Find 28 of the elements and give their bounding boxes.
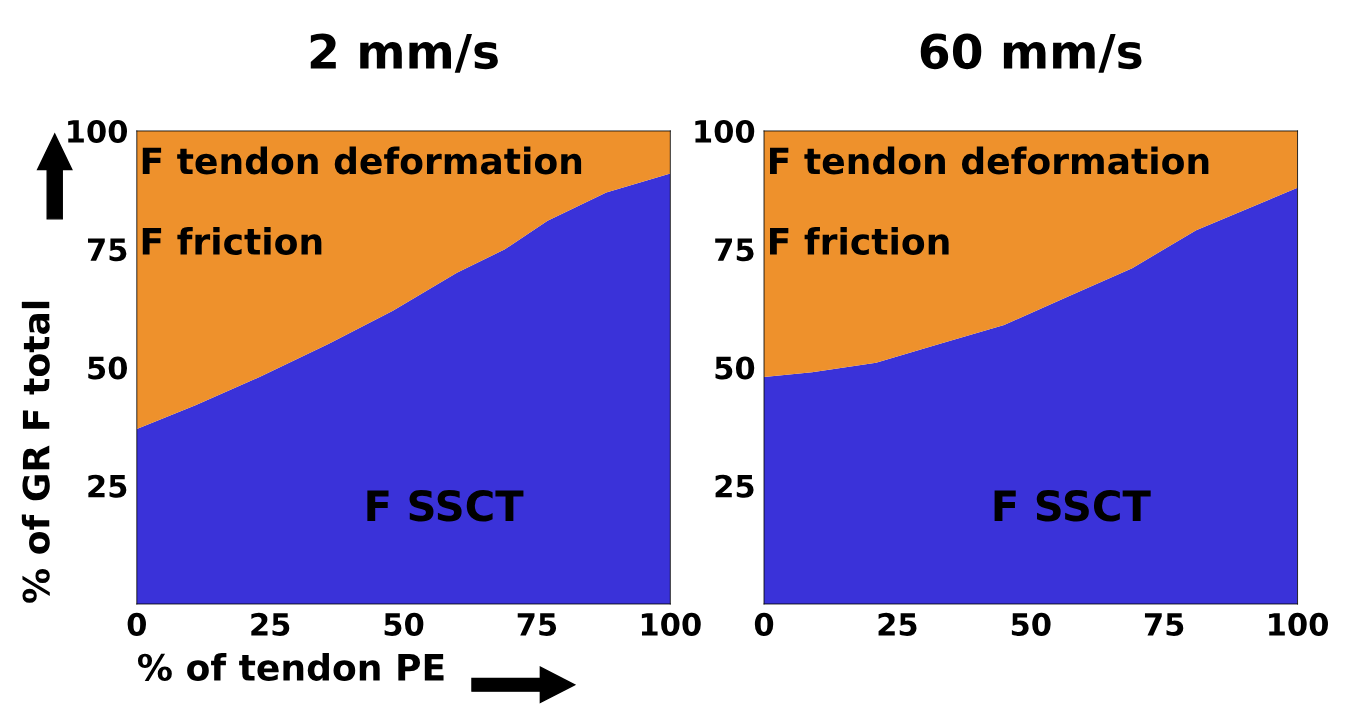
y-tick-label: 25 [715,474,754,498]
y-tick-label: 75 [87,238,127,262]
y-tick-label: 50 [715,356,755,380]
y-tick-label: 100 [68,119,128,144]
annotation: F SSCT [994,489,1151,522]
chart-title: 60 mm/s [920,33,1142,73]
y-tick-label: 25 [88,474,127,498]
x-tick-label: 75 [517,613,557,636]
y-axis-title: % of GR F total [21,301,50,603]
annotation: F friction [770,227,949,255]
x-tick-label: 50 [1011,612,1051,636]
annotation: F SSCT [367,489,524,522]
annotation: F tendon deformation [770,146,1209,175]
x-axis-title: % of tendon PE [137,653,444,681]
x-tick-label: 0 [754,612,774,636]
y-tick-label: 75 [715,238,754,262]
x-tick-label: 25 [878,612,917,636]
x-tick-label: 25 [251,612,290,636]
x-tick-label: 75 [1144,613,1184,636]
y-tick-label: 100 [695,119,755,144]
annotation: F friction [142,227,322,255]
x-tick-label: 0 [127,612,146,636]
chart-title: 2 mm/s [310,33,498,73]
y-tick-label: 50 [88,356,128,380]
annotation: F tendon deformation [142,146,582,175]
x-tick-label: 100 [1269,612,1328,636]
x-tick-label: 50 [384,612,424,636]
x-tick-label: 100 [641,612,701,636]
